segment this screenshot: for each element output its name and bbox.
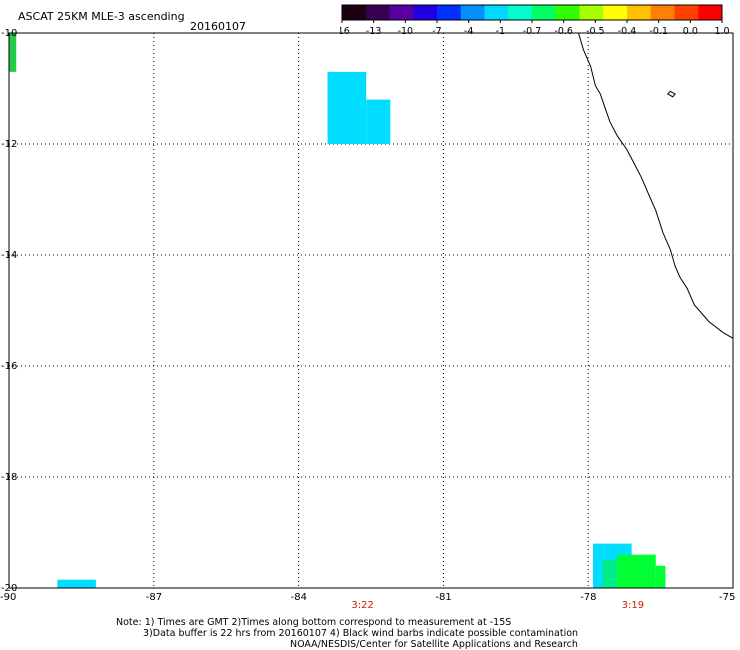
colorbar-tick-label: -0.5 xyxy=(586,26,605,37)
colorbar-swatch xyxy=(342,5,367,20)
colorbar-swatch xyxy=(650,5,675,20)
colorbar-swatches xyxy=(341,4,723,21)
footer-note-line-2: 3)Data buffer is 22 hrs from 20160107 4)… xyxy=(143,628,579,639)
colorbar-swatch xyxy=(413,5,438,20)
colorbar-swatch xyxy=(484,5,509,20)
colorbar-tick-label: -0.7 xyxy=(523,26,542,37)
latitude-label: -14 xyxy=(1,250,18,261)
longitude-label: -84 xyxy=(290,592,307,603)
colorbar-tick-labels: -16 -13 -10 -7 -4 -1 -0.7 -0.6 -0.5 -0.4 -0.1 0.0 1.… xyxy=(340,20,730,37)
colorbar-swatch xyxy=(555,5,580,20)
coastline xyxy=(578,32,734,339)
date-label: 20160107 xyxy=(190,20,246,33)
colorbar-swatch xyxy=(460,5,485,20)
colorbar: -16 -13 -10 -7 -4 -1 -0.7 -0.6 -0.5 -0.4 -0.1 0.0 1.… xyxy=(340,4,730,37)
longitude-label: -75 xyxy=(719,592,736,603)
colorbar-swatch xyxy=(579,5,604,20)
product-title: ASCAT 25KM MLE-3 ascending xyxy=(18,10,185,23)
colorbar-swatch xyxy=(603,5,628,20)
footer-note-line-1: Note: 1) Times are GMT 2)Times along bot… xyxy=(116,617,512,628)
colorbar-swatch xyxy=(365,5,390,20)
pass-time-label: 3:19 xyxy=(621,600,645,611)
longitude-label: -78 xyxy=(580,592,597,603)
colorbar-swatch xyxy=(674,5,699,20)
latitude-label: -10 xyxy=(1,28,18,39)
pass-time-label: 3:22 xyxy=(351,600,374,611)
latitude-label: -16 xyxy=(1,361,18,372)
colorbar-tick-label: -4 xyxy=(464,26,473,37)
colorbar-tick-label: -13 xyxy=(366,26,382,37)
colorbar-tick-label: 1.0 xyxy=(714,26,729,37)
island-outline xyxy=(667,90,676,98)
colorbar-swatch xyxy=(437,5,462,20)
coastline-path xyxy=(578,32,734,339)
colorbar-tick-label: -16 xyxy=(340,26,350,37)
data-cell xyxy=(655,565,666,588)
colorbar-swatch xyxy=(508,5,533,20)
colorbar-tick-label: -0.4 xyxy=(618,26,637,37)
latitude-label: -18 xyxy=(1,472,18,483)
longitude-label: -81 xyxy=(435,592,452,603)
longitude-label: -90 xyxy=(0,592,17,603)
wind-data-cells xyxy=(9,33,666,588)
plot-frame xyxy=(8,32,734,589)
latitude-label: -12 xyxy=(1,139,18,150)
footer-credit: NOAA/NESDIS/Center for Satellite Applica… xyxy=(290,639,578,650)
data-cell xyxy=(366,99,391,144)
longitude-label: -87 xyxy=(145,592,163,603)
colorbar-swatch xyxy=(698,5,723,20)
data-cell xyxy=(327,71,367,144)
colorbar-swatch xyxy=(627,5,652,20)
data-cell xyxy=(617,554,656,588)
colorbar-tick-label: -10 xyxy=(398,26,414,37)
data-cell xyxy=(9,33,17,72)
colorbar-swatch xyxy=(532,5,557,20)
latitude-label: -20 xyxy=(1,583,18,594)
colorbar-tick-label: -7 xyxy=(432,26,441,37)
data-cell xyxy=(57,579,96,588)
colorbar-tick-label: -1 xyxy=(496,26,505,37)
colorbar-tick-label: 0.0 xyxy=(683,26,698,37)
colorbar-tick-label: -0.6 xyxy=(554,26,573,37)
colorbar-tick-label: -0.1 xyxy=(649,26,668,37)
colorbar-swatch xyxy=(389,5,414,20)
